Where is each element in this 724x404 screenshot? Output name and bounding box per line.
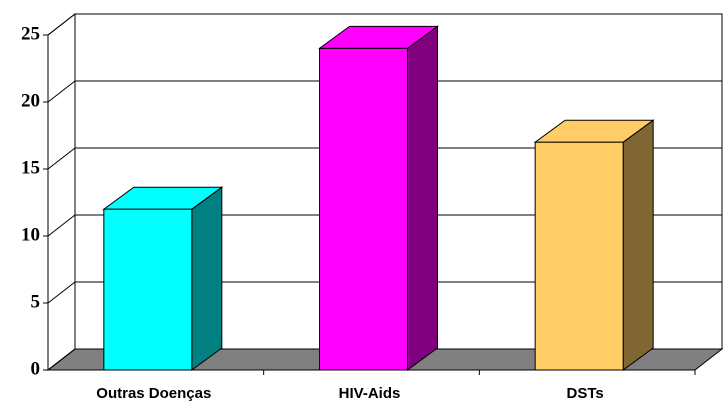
y-tick-label: 5 (31, 291, 41, 312)
grid-line (47, 80, 76, 103)
grid-line (47, 147, 76, 170)
side-wall (47, 12, 76, 372)
x-tick-label: DSTs (567, 385, 604, 402)
grid-line (47, 281, 76, 304)
y-tick-label: 10 (21, 224, 40, 245)
grid-line (47, 13, 76, 36)
y-tick-label: 15 (21, 157, 40, 178)
bar-side (407, 25, 438, 371)
y-tick-label: 0 (31, 358, 41, 379)
y-tick-label: 25 (21, 23, 40, 44)
bar-side (191, 186, 223, 371)
grid-line (47, 348, 76, 371)
bar (319, 47, 408, 371)
grid-line (47, 214, 76, 237)
bar (534, 141, 624, 371)
bar-side (622, 119, 654, 371)
x-tick-label: Outras Doenças (96, 385, 211, 402)
bar (103, 208, 193, 371)
y-tick-label: 20 (21, 90, 40, 111)
x-tick-label: HIV-Aids (339, 385, 401, 402)
